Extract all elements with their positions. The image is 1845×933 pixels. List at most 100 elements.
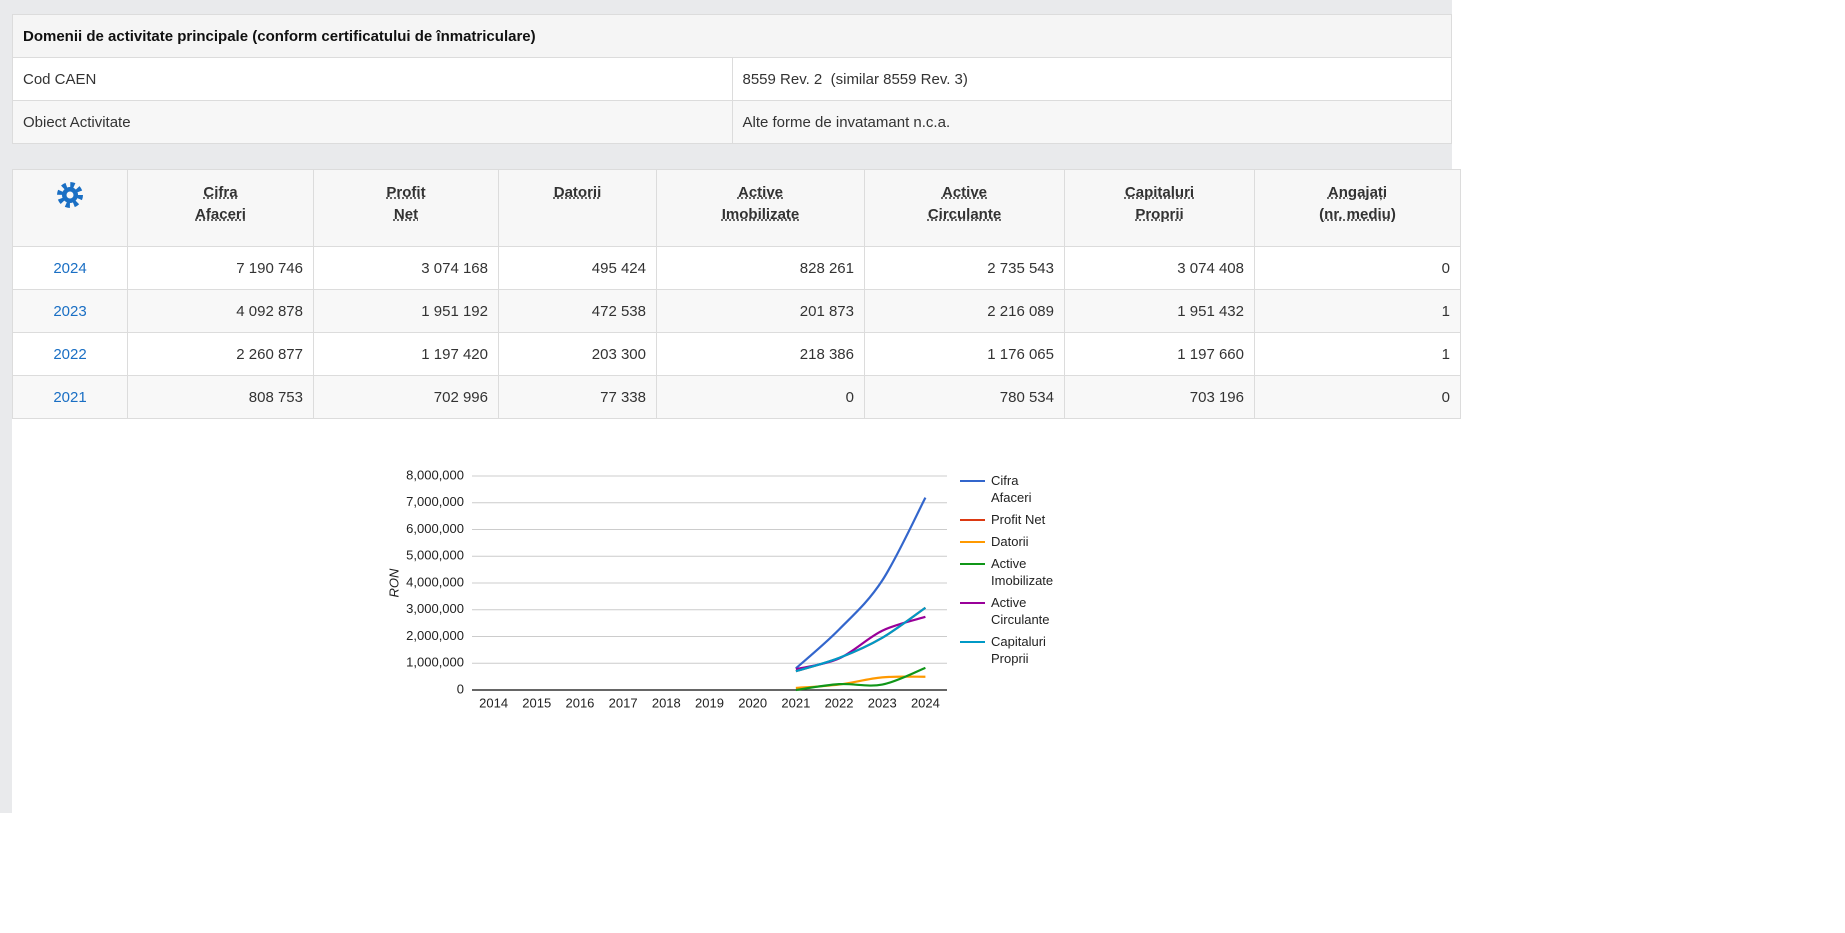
column-header: Active Circulante bbox=[864, 169, 1065, 247]
settings-icon[interactable] bbox=[57, 182, 83, 208]
cell: 1 bbox=[1254, 332, 1461, 376]
cell: 0 bbox=[1254, 246, 1461, 290]
year-link[interactable]: 2021 bbox=[12, 375, 128, 419]
cell: 703 196 bbox=[1064, 375, 1255, 419]
column-header: Angajați (nr. mediu) bbox=[1254, 169, 1461, 247]
cell: 1 951 192 bbox=[313, 289, 499, 333]
legend-swatch bbox=[960, 641, 985, 643]
value: 8559 Rev. 2 (similar 8559 Rev. 3) bbox=[731, 57, 1452, 101]
legend-item: Active Circulante bbox=[960, 594, 1061, 628]
cell: 702 996 bbox=[313, 375, 499, 419]
legend-label: Cifra Afaceri bbox=[991, 473, 1032, 505]
x-tick-label: 2019 bbox=[695, 695, 724, 710]
header-text: Datorii bbox=[553, 184, 602, 201]
legend-swatch bbox=[960, 480, 985, 482]
series-line bbox=[795, 606, 927, 673]
header-text: Profit bbox=[386, 184, 426, 201]
y-tick-label: 3,000,000 bbox=[406, 601, 464, 616]
section-title: Domenii de activitate principale (confor… bbox=[12, 14, 1452, 58]
header-text: Proprii bbox=[1135, 206, 1184, 223]
year-link[interactable]: 2024 bbox=[12, 246, 128, 290]
y-tick-label: 6,000,000 bbox=[406, 521, 464, 536]
cell: 1 197 660 bbox=[1064, 332, 1255, 376]
y-axis-title: RON bbox=[386, 568, 401, 598]
y-tick-label: 8,000,000 bbox=[406, 467, 464, 482]
legend-item: Datorii bbox=[960, 533, 1061, 550]
cell: 3 074 408 bbox=[1064, 246, 1255, 290]
x-tick-label: 2022 bbox=[825, 695, 854, 710]
legend-swatch bbox=[960, 602, 985, 604]
legend-swatch bbox=[960, 541, 985, 543]
header-row: Domenii de activitate principale (confor… bbox=[12, 14, 1452, 58]
legend-label: Datorii bbox=[991, 534, 1029, 549]
header-text: (nr. mediu) bbox=[1319, 206, 1396, 223]
x-tick-label: 2023 bbox=[868, 695, 897, 710]
header-text: Capitaluri bbox=[1124, 184, 1195, 201]
legend-label: Profit Net bbox=[991, 512, 1046, 527]
y-tick-label: 4,000,000 bbox=[406, 574, 464, 589]
legend-item: Profit Net bbox=[960, 511, 1061, 528]
column-header: Capitaluri Proprii bbox=[1064, 169, 1255, 247]
cell: 0 bbox=[656, 375, 865, 419]
cell: 2 260 877 bbox=[127, 332, 314, 376]
cell: 2 735 543 bbox=[864, 246, 1065, 290]
header-text: Circulante bbox=[927, 206, 1002, 223]
legend-label: Active Imobilizate bbox=[991, 556, 1054, 588]
row: 2021 808 753 702 996 77 338 0 780 534 703 196 0 bbox=[12, 375, 1461, 419]
series-line bbox=[795, 615, 926, 671]
header-text: Active bbox=[941, 184, 988, 201]
cell: 828 261 bbox=[656, 246, 865, 290]
x-tick-label: 2014 bbox=[479, 695, 508, 710]
header-text: Angajați bbox=[1327, 184, 1388, 201]
row: 2024 7 190 746 3 074 168 495 424 828 261 2 73… bbox=[12, 246, 1461, 290]
row: 2023 4 092 878 1 951 192 472 538 201 873 2 21… bbox=[12, 289, 1461, 333]
cell: 780 534 bbox=[864, 375, 1065, 419]
x-tick-label: 2015 bbox=[522, 695, 551, 710]
row: Obiect Activitate Alte forme de invataman… bbox=[12, 100, 1452, 144]
series-line bbox=[795, 666, 926, 692]
financials-table: Cifra Afaceri Profit Net Datorii Active Imobil… bbox=[12, 169, 1461, 419]
x-tick-label: 2017 bbox=[609, 695, 638, 710]
column-header: Datorii bbox=[498, 169, 657, 247]
x-tick-label: 2021 bbox=[781, 695, 810, 710]
header-text: Afaceri bbox=[195, 206, 246, 223]
label: Obiect Activitate bbox=[12, 100, 733, 144]
series-line bbox=[795, 497, 927, 670]
cell: 201 873 bbox=[656, 289, 865, 333]
row: 2022 2 260 877 1 197 420 203 300 218 386 1 17… bbox=[12, 332, 1461, 376]
legend-label: Capitaluri Proprii bbox=[991, 634, 1046, 666]
value: Alte forme de invatamant n.c.a. bbox=[731, 100, 1452, 144]
header-row: Cifra Afaceri Profit Net Datorii Active Imobil… bbox=[12, 169, 1461, 247]
legend-item: Cifra Afaceri bbox=[960, 472, 1061, 506]
cell: 218 386 bbox=[656, 332, 865, 376]
legend-swatch bbox=[960, 519, 985, 521]
cell: 0 bbox=[1254, 375, 1461, 419]
x-tick-label: 2024 bbox=[911, 695, 940, 710]
y-tick-label: 0 bbox=[457, 681, 464, 696]
header-text: Net bbox=[393, 206, 419, 223]
cell: 203 300 bbox=[498, 332, 657, 376]
activities-table: Domenii de activitate principale (confor… bbox=[12, 14, 1452, 144]
cell: 808 753 bbox=[127, 375, 314, 419]
y-tick-label: 5,000,000 bbox=[406, 548, 464, 563]
legend-item: Capitaluri Proprii bbox=[960, 633, 1061, 667]
header-text: Imobilizate bbox=[721, 206, 800, 223]
cell: 1 176 065 bbox=[864, 332, 1065, 376]
column-header: Active Imobilizate bbox=[656, 169, 865, 247]
x-tick-label: 2018 bbox=[652, 695, 681, 710]
cell: 7 190 746 bbox=[127, 246, 314, 290]
y-tick-label: 2,000,000 bbox=[406, 628, 464, 643]
header-text: Cifra bbox=[203, 184, 238, 201]
legend-label: Active Circulante bbox=[991, 595, 1050, 627]
y-tick-label: 1,000,000 bbox=[406, 655, 464, 670]
year-link[interactable]: 2023 bbox=[12, 289, 128, 333]
cell: 1 951 432 bbox=[1064, 289, 1255, 333]
legend: Cifra Afaceri Profit Net Datorii Active Imo… bbox=[960, 472, 1061, 672]
legend-swatch bbox=[960, 563, 985, 565]
column-header: Cifra Afaceri bbox=[127, 169, 314, 247]
settings-cell bbox=[12, 169, 128, 247]
series-line bbox=[795, 606, 927, 673]
header-text: Active bbox=[737, 184, 784, 201]
